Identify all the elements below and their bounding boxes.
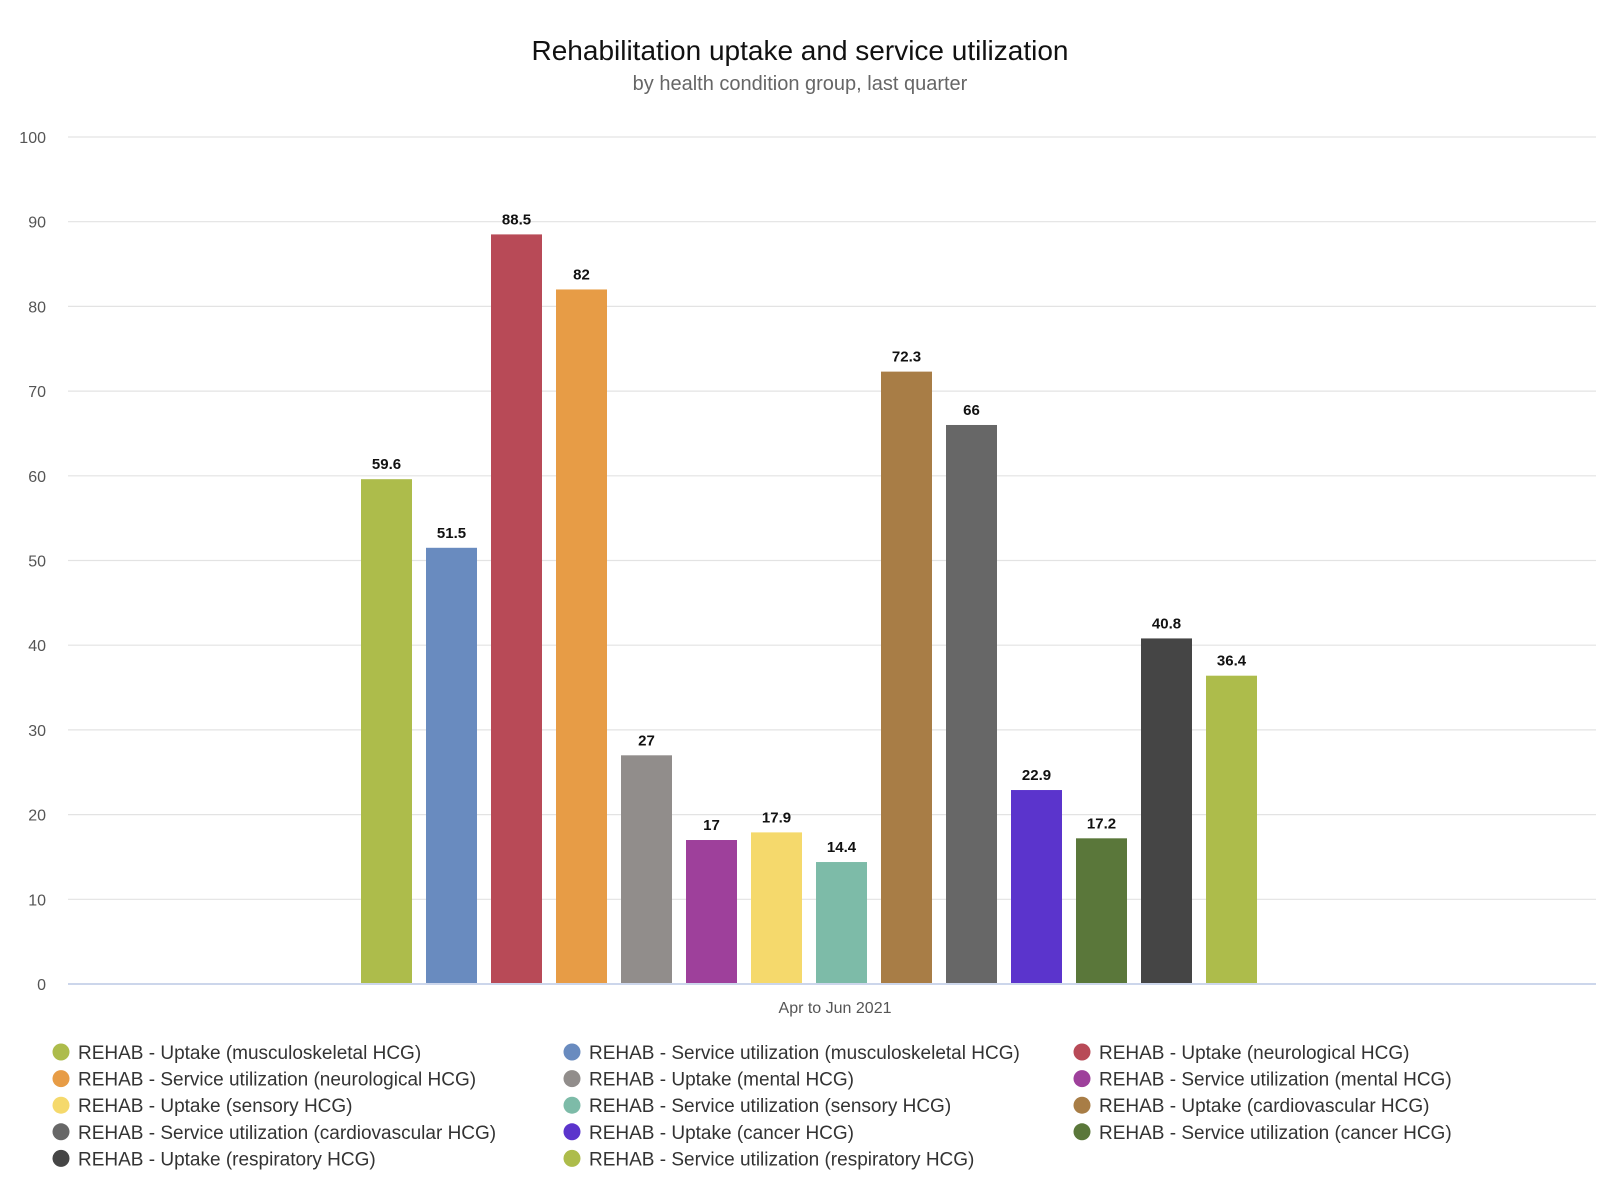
- legend-label: REHAB - Service utilization (cardiovascu…: [78, 1123, 496, 1144]
- bar[interactable]: [556, 289, 607, 985]
- bar[interactable]: [361, 479, 412, 984]
- bar-data-label: 51.5: [437, 525, 466, 542]
- legend-label: REHAB - Uptake (neurological HCG): [1099, 1043, 1409, 1064]
- bar[interactable]: [621, 755, 672, 984]
- y-tick-label: 80: [28, 299, 46, 316]
- y-tick-label: 0: [37, 977, 46, 994]
- legend-swatch: [563, 1070, 581, 1088]
- y-tick-label: 70: [28, 384, 46, 401]
- bar-data-label: 17.2: [1087, 815, 1116, 832]
- legend-item[interactable]: REHAB - Uptake (cardiovascular HCG): [1073, 1096, 1430, 1117]
- bar-data-label: 22.9: [1022, 767, 1051, 784]
- bar-data-label: 36.4: [1217, 653, 1247, 670]
- bar-data-label: 66: [963, 402, 980, 419]
- legend-swatch: [52, 1070, 70, 1088]
- bar[interactable]: [1076, 838, 1127, 984]
- chart-subtitle: by health condition group, last quarter: [633, 73, 968, 95]
- bar[interactable]: [751, 832, 802, 984]
- legend-label: REHAB - Uptake (mental HCG): [589, 1070, 854, 1091]
- legend-label: REHAB - Service utilization (sensory HCG…: [589, 1096, 951, 1117]
- bar[interactable]: [881, 371, 932, 984]
- bar-data-label: 27: [638, 732, 655, 749]
- bar-data-label: 17: [703, 817, 720, 834]
- y-tick-label: 10: [28, 892, 46, 909]
- legend-swatch: [1073, 1070, 1091, 1088]
- bars: [361, 234, 1257, 985]
- grid-lines: [68, 136, 1596, 900]
- bar[interactable]: [1011, 790, 1062, 984]
- bar-data-label: 17.9: [762, 809, 791, 826]
- legend-item[interactable]: REHAB - Uptake (neurological HCG): [1073, 1043, 1410, 1064]
- bar[interactable]: [426, 547, 477, 984]
- legend-item[interactable]: REHAB - Service utilization (cancer HCG): [1073, 1123, 1452, 1144]
- bar-data-label: 59.6: [372, 456, 401, 473]
- legend-label: REHAB - Uptake (cancer HCG): [589, 1123, 854, 1144]
- legend-label: REHAB - Uptake (cardiovascular HCG): [1099, 1096, 1429, 1117]
- y-tick-label: 90: [28, 215, 46, 232]
- bar[interactable]: [816, 862, 867, 984]
- legend-swatch: [52, 1149, 70, 1167]
- bar[interactable]: [1141, 638, 1192, 984]
- y-tick-label: 30: [28, 723, 46, 740]
- legend-swatch: [1073, 1043, 1091, 1061]
- bar[interactable]: [1206, 675, 1257, 984]
- legend-label: REHAB - Service utilization (respiratory…: [589, 1149, 974, 1170]
- legend-item[interactable]: REHAB - Service utilization (mental HCG): [1073, 1070, 1452, 1091]
- legend-item[interactable]: REHAB - Service utilization (sensory HCG…: [563, 1096, 952, 1117]
- legend-swatch: [52, 1096, 70, 1114]
- bar-data-label: 14.4: [827, 839, 857, 856]
- legend-item[interactable]: REHAB - Uptake (sensory HCG): [52, 1096, 353, 1117]
- x-category-label: Apr to Jun 2021: [779, 1000, 892, 1017]
- legend-item[interactable]: REHAB - Uptake (cancer HCG): [563, 1123, 855, 1144]
- y-axis-ticks: 0 10 20 30 40 50 60 70 80 90 100: [19, 130, 46, 994]
- legend-label: REHAB - Uptake (respiratory HCG): [78, 1149, 376, 1170]
- legend-swatch: [563, 1123, 581, 1141]
- legend-swatch: [1073, 1123, 1091, 1141]
- legend-item[interactable]: REHAB - Uptake (respiratory HCG): [52, 1149, 376, 1170]
- legend-label: REHAB - Service utilization (neurologica…: [78, 1070, 476, 1091]
- legend-label: REHAB - Service utilization (musculoskel…: [589, 1043, 1020, 1064]
- y-tick-label: 60: [28, 469, 46, 486]
- legend-label: REHAB - Uptake (sensory HCG): [78, 1096, 353, 1117]
- y-tick-label: 50: [28, 554, 46, 571]
- legend-swatch: [563, 1043, 581, 1061]
- legend-swatch: [563, 1096, 581, 1114]
- legend-item[interactable]: REHAB - Service utilization (respiratory…: [563, 1149, 975, 1170]
- legend-label: REHAB - Service utilization (cancer HCG): [1099, 1123, 1452, 1144]
- bar[interactable]: [491, 234, 542, 984]
- bar[interactable]: [686, 840, 737, 984]
- bar-data-label: 82: [573, 266, 590, 283]
- y-tick-label: 40: [28, 638, 46, 655]
- bar[interactable]: [946, 424, 997, 985]
- legend-item[interactable]: REHAB - Service utilization (musculoskel…: [563, 1043, 1020, 1064]
- legend-swatch: [1073, 1096, 1091, 1114]
- chart-title: Rehabilitation uptake and service utiliz…: [532, 35, 1069, 66]
- legend-label: REHAB - Service utilization (mental HCG): [1099, 1070, 1452, 1091]
- bar-data-label: 40.8: [1152, 615, 1181, 632]
- legend-item[interactable]: REHAB - Service utilization (neurologica…: [52, 1070, 477, 1091]
- bar-data-label: 72.3: [892, 349, 921, 366]
- bar-data-label: 88.5: [502, 211, 531, 228]
- legend-swatch: [52, 1043, 70, 1061]
- y-tick-label: 20: [28, 808, 46, 825]
- legend-item[interactable]: REHAB - Uptake (musculoskeletal HCG): [52, 1043, 422, 1064]
- data-labels: 59.6 51.5 88.5 82 27 17 17.9 14.4 72.3 66 22.9 17.2…: [372, 211, 1247, 856]
- legend-item[interactable]: REHAB - Uptake (mental HCG): [563, 1070, 855, 1091]
- legend-swatch: [52, 1123, 70, 1141]
- legend-item[interactable]: REHAB - Service utilization (cardiovascu…: [52, 1123, 497, 1144]
- legend-label: REHAB - Uptake (musculoskeletal HCG): [78, 1043, 421, 1064]
- legend-swatch: [563, 1149, 581, 1167]
- y-tick-label: 100: [19, 130, 46, 147]
- legend: REHAB - Uptake (musculoskeletal HCG) REHA…: [52, 1043, 1452, 1170]
